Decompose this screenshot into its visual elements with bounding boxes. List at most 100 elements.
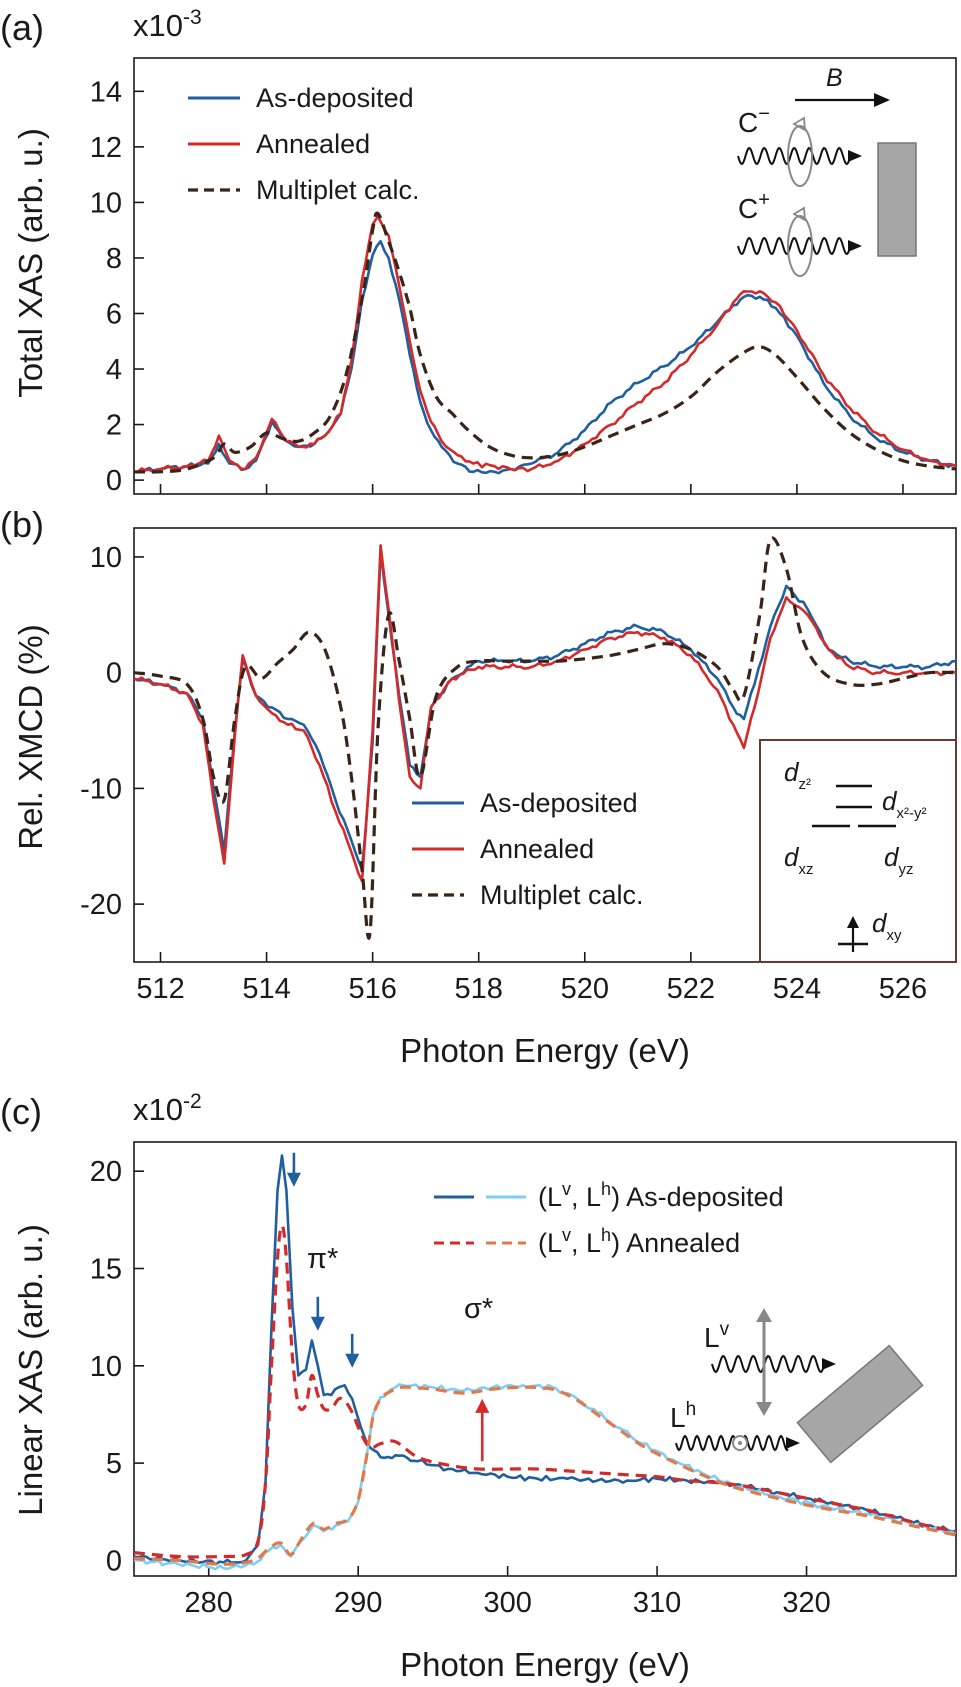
plot-frame-a	[133, 57, 957, 495]
x-ticks-a	[159, 484, 904, 494]
x-tick-label: 280	[185, 1587, 233, 1619]
y-tick-label: 0	[106, 465, 122, 497]
x-ticks-c: 280 290 300 310 320	[185, 1566, 831, 1619]
x-tick-label: 300	[483, 1587, 531, 1619]
legend-c-label-annealed-sup1: v	[562, 1225, 571, 1245]
annotation-pi-star: π*	[307, 1243, 338, 1275]
y-tick-label: 10	[90, 542, 122, 574]
ylabel-a: Total XAS (arb. u.)	[12, 128, 49, 398]
orbital-dxy-sub: xy	[886, 927, 902, 944]
y-ticks-b: -20 -10 0 10	[80, 542, 144, 921]
series-b	[134, 536, 956, 940]
x-tick-label: 522	[667, 973, 715, 1005]
out-of-plane-dot-icon	[738, 1441, 742, 1445]
legend-c-label-as-deposited-end: ) As-deposited	[611, 1182, 784, 1212]
y-tick-label: 8	[106, 243, 122, 275]
orbital-dxz-sub: xz	[798, 861, 813, 878]
legend-a: As-deposited Annealed Multiplet calc.	[188, 83, 420, 205]
inset-a-c-plus-base: C	[738, 193, 758, 224]
legend-c-label-as-deposited-sup2: h	[601, 1179, 611, 1199]
orbital-dz2: dz²	[784, 757, 811, 793]
legend-c-label-annealed-mid: , L	[571, 1228, 601, 1258]
y-ticks-a: 0 2 4 6 8 10 12 14	[90, 76, 144, 497]
inset-c-lh-base: L	[670, 1402, 686, 1433]
wave-icon	[737, 146, 851, 166]
legend-b-label-as-deposited: As-deposited	[480, 788, 638, 818]
orbital-dyz: dyz	[884, 842, 913, 878]
orbital-dxz: dxz	[784, 842, 813, 878]
series-a	[134, 211, 956, 475]
field-arrow-head-icon	[874, 93, 890, 107]
x-tick-label: 512	[136, 973, 184, 1005]
wave-arrow-head-icon	[786, 1437, 800, 1449]
rotation-arrow-icon	[792, 206, 807, 222]
multiplier-c-base: x10	[133, 1092, 183, 1127]
panel-label-a: (a)	[0, 7, 44, 48]
wave-arrow-head-icon	[822, 1358, 836, 1370]
legend-c: (Lv, Lh) As-deposited (Lv, Lh) Annealed	[434, 1179, 784, 1258]
orbital-dxy-d: d	[872, 908, 888, 938]
x-tick-label: 514	[242, 973, 290, 1005]
ylabel-b: Rel. XMCD (%)	[12, 624, 49, 850]
wave-arrow-head-icon	[848, 150, 862, 162]
series-line-annealed	[134, 544, 956, 883]
orbital-dz2-sub: z²	[798, 776, 811, 793]
panel-a: (a) x10-3 Total XAS (arb. u.) 0 2 4 6 8 10 12 1…	[0, 6, 957, 497]
down-arrow-head-icon	[286, 1172, 301, 1187]
orbital-dxz-d: d	[784, 842, 800, 872]
multiplier-c: x10-2	[133, 1090, 202, 1127]
panel-label-b: (b)	[0, 504, 44, 545]
orbital-dyz-sub: yz	[898, 861, 913, 878]
legend-c-label-annealed-sup2: h	[601, 1225, 611, 1245]
y-tick-label: 14	[90, 76, 122, 108]
inset-c-lh-sup: h	[686, 1399, 697, 1420]
orbital-dz2-d: d	[784, 757, 800, 787]
y-tick-label: 15	[90, 1254, 122, 1286]
panel-c: (c) x10-2 Linear XAS (arb. u.) 05101520 …	[0, 1090, 957, 1683]
inset-b-frame	[759, 739, 957, 963]
legend-c-label-annealed-open: (L	[538, 1228, 562, 1258]
legend-c-label-as-deposited: (Lv, Lh) As-deposited	[538, 1179, 784, 1212]
series-line-annealed	[134, 215, 956, 474]
rotation-ellipse-icon	[787, 215, 813, 277]
orbital-dxy: dxy	[872, 908, 902, 944]
x-tick-label: 526	[879, 973, 927, 1005]
y-tick-label: 4	[106, 354, 122, 386]
down-arrow-head-icon	[310, 1316, 325, 1331]
legend-c-label-annealed: (Lv, Lh) Annealed	[538, 1225, 740, 1258]
legend-b-label-annealed: Annealed	[480, 834, 594, 864]
inset-c-linear-polarization: Lv Lh	[670, 1308, 924, 1464]
inset-c-lv: Lv	[704, 1319, 730, 1353]
multiplier-a: x10-3	[133, 6, 202, 43]
inset-c-lv-sup: v	[720, 1319, 730, 1340]
polarization-arrow-down-icon	[756, 1402, 772, 1416]
orbital-dx2y2-d: d	[882, 786, 898, 816]
x-ticks-b: 512 514 516 518 520 522 524 526	[136, 952, 927, 1005]
inset-c-lv-base: L	[704, 1322, 720, 1353]
x-tick-label: 518	[455, 973, 503, 1005]
down-arrow-head-icon	[345, 1353, 360, 1368]
orbital-dx2y2-sub: x²-y²	[896, 805, 926, 822]
x-tick-label: 290	[334, 1587, 382, 1619]
y-tick-label: 5	[106, 1448, 122, 1480]
y-tick-label: 2	[106, 410, 122, 442]
y-ticks-c: 0 5 10 15 20	[90, 1156, 144, 1577]
plot-frame-c	[133, 1141, 957, 1577]
inset-a-c-minus-base: C	[738, 107, 758, 138]
inset-a-circular-polarization: B C− C+	[737, 64, 917, 277]
spin-arrow-head-icon	[847, 916, 859, 928]
inset-b-orbital-diagram: dz² dx²-y² dxz dyz dxy	[759, 739, 957, 963]
up-arrow-head-icon	[475, 1398, 490, 1413]
inset-a-c-minus: C−	[738, 103, 770, 138]
legend-c-label-annealed-end: ) Annealed	[611, 1228, 740, 1258]
y-tick-label: 10	[90, 187, 122, 219]
multiplier-a-exp: -3	[183, 6, 202, 29]
series-c	[134, 1154, 956, 1571]
wave-icon	[737, 236, 851, 256]
inset-a-field-label: B	[826, 64, 843, 92]
legend-c-label-as-deposited-sup1: v	[562, 1179, 571, 1199]
wave-arrow-head-icon	[848, 240, 862, 252]
legend-a-label-multiplet: Multiplet calc.	[256, 175, 420, 205]
orbital-dx2y2: dx²-y²	[882, 786, 926, 822]
